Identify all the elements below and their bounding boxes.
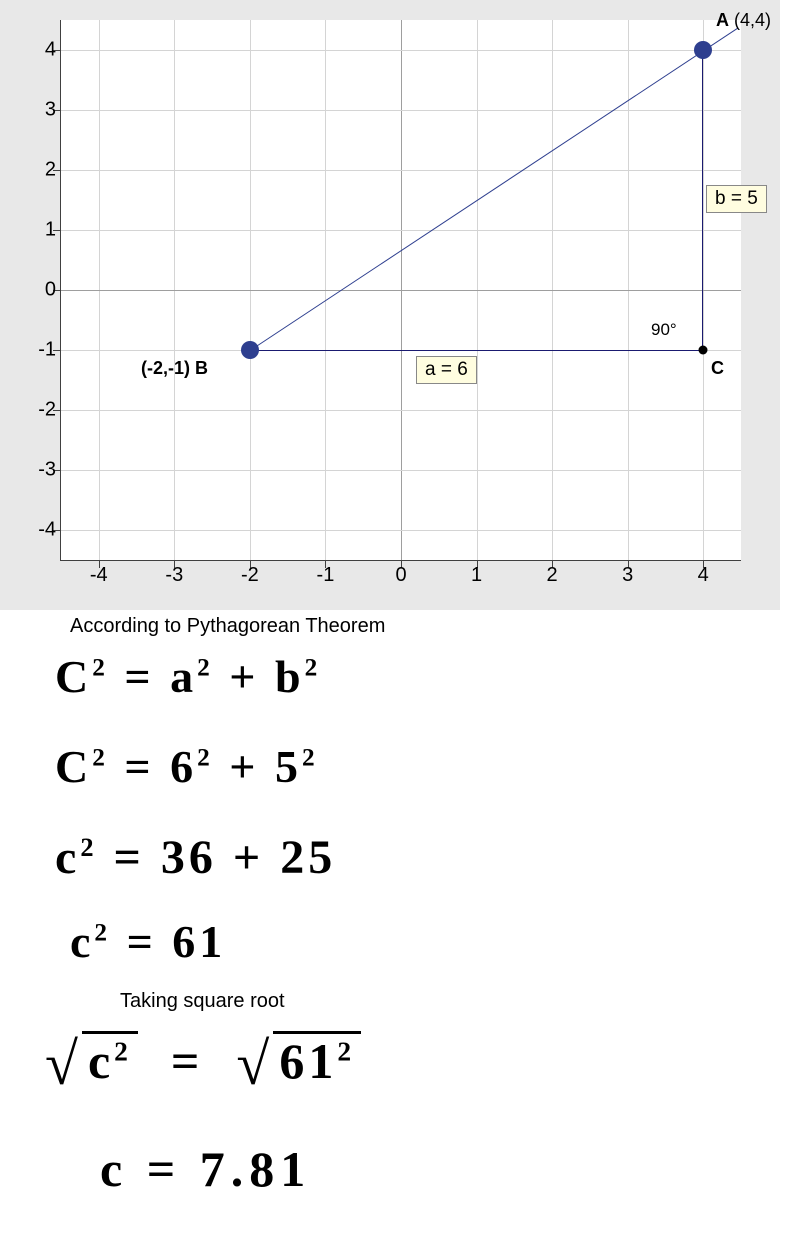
grid-h — [61, 110, 741, 111]
grid-h — [61, 470, 741, 471]
xlabel-n2: -2 — [230, 564, 270, 587]
label-a-name: A — [716, 10, 729, 30]
sqrt-icon: √ — [236, 1031, 273, 1097]
ylabel-n4: -4 — [21, 519, 56, 542]
eq5-right: 612 — [273, 1031, 361, 1089]
label-a-coords: (4,4) — [734, 10, 771, 30]
plot-area: 4 3 2 1 0 -1 -2 -3 -4 -4 -3 -2 -1 — [60, 20, 741, 561]
grid-h — [61, 50, 741, 51]
label-angle: 90° — [651, 320, 677, 340]
eq5-rexp: 2 — [337, 1035, 355, 1066]
ylabel-0: 0 — [21, 279, 56, 302]
eq1-l: C — [55, 651, 92, 702]
grid-h — [61, 530, 741, 531]
eq2-l: C — [55, 741, 92, 792]
eq-2: C2 = 62 + 52 — [55, 740, 319, 793]
point-a — [694, 41, 712, 59]
eq6-eq: = — [147, 1141, 182, 1197]
eq1-lexp: 2 — [92, 654, 109, 682]
caption-sqrt: Taking square root — [120, 990, 285, 1013]
grid-h-zero — [61, 290, 741, 291]
grid-h — [61, 410, 741, 411]
ylabel-n3: -3 — [21, 459, 56, 482]
eq4-lexp: 2 — [94, 919, 111, 947]
xlabel-n4: -4 — [79, 564, 119, 587]
eq6-l: c — [100, 1141, 128, 1197]
eq-3: c2 = 36 + 25 — [55, 830, 336, 885]
eq-4: c2 = 61 — [70, 915, 226, 968]
ylabel-1: 1 — [21, 219, 56, 242]
sqrt-icon: √ — [45, 1031, 82, 1097]
edge-ab — [250, 27, 739, 351]
eq4-l: c — [70, 916, 94, 967]
eq1-r2: b — [275, 651, 305, 702]
eq5-eq: = — [171, 1033, 204, 1089]
grid-h — [61, 230, 741, 231]
ylabel-3: 3 — [21, 99, 56, 122]
eq2-r2: 5 — [275, 741, 302, 792]
eq3-r: 36 + 25 — [161, 831, 336, 884]
edge-bc — [250, 350, 703, 351]
eq2-r1: 6 — [170, 741, 197, 792]
eq-6: c = 7.81 — [100, 1140, 311, 1198]
eq-1: C2 = a2 + b2 — [55, 650, 321, 703]
eq1-plus: + — [229, 651, 259, 702]
eq3-lexp: 2 — [80, 832, 97, 862]
eq5-lexp: 2 — [114, 1035, 132, 1066]
chart-outer: 4 3 2 1 0 -1 -2 -3 -4 -4 -3 -2 -1 — [0, 0, 780, 610]
page-root: 4 3 2 1 0 -1 -2 -3 -4 -4 -3 -2 -1 — [0, 0, 800, 1237]
ylabel-n1: -1 — [21, 339, 56, 362]
eq2-lexp: 2 — [92, 744, 109, 772]
point-b — [241, 341, 259, 359]
eq1-r2e: 2 — [305, 654, 322, 682]
eq1-r1: a — [170, 651, 197, 702]
ylabel-2: 2 — [21, 159, 56, 182]
eq2-r2e: 2 — [302, 744, 319, 772]
xlabel-2: 2 — [532, 564, 572, 587]
grid-h — [61, 170, 741, 171]
eq5-left: c2 — [82, 1031, 138, 1089]
eq3-eq: = — [114, 831, 145, 884]
eq2-plus: + — [229, 741, 259, 792]
eq5-r: 61 — [279, 1033, 337, 1089]
box-a: a = 6 — [416, 356, 477, 384]
eq3-l: c — [55, 831, 80, 884]
xlabel-1: 1 — [457, 564, 497, 587]
eq2-r1e: 2 — [197, 744, 214, 772]
label-c: C — [711, 358, 724, 379]
point-c — [699, 346, 708, 355]
eq1-eq: = — [124, 651, 154, 702]
eq6-r: 7.81 — [200, 1141, 312, 1197]
eq-5: √c2 = √612 — [45, 1030, 361, 1099]
caption-theorem: According to Pythagorean Theorem — [70, 615, 385, 638]
eq4-r: 61 — [172, 916, 226, 967]
xlabel-n1: -1 — [305, 564, 345, 587]
label-b: (-2,-1) B — [141, 358, 208, 379]
eq2-eq: = — [124, 741, 154, 792]
eq1-r1e: 2 — [197, 654, 214, 682]
xlabel-4: 4 — [683, 564, 723, 587]
ylabel-4: 4 — [21, 39, 56, 62]
xlabel-0: 0 — [381, 564, 421, 587]
eq4-eq: = — [127, 916, 157, 967]
xlabel-3: 3 — [608, 564, 648, 587]
box-b: b = 5 — [706, 185, 767, 213]
ylabel-n2: -2 — [21, 399, 56, 422]
xlabel-n3: -3 — [154, 564, 194, 587]
eq5-l: c — [88, 1033, 114, 1089]
label-a: A (4,4) — [716, 10, 771, 31]
